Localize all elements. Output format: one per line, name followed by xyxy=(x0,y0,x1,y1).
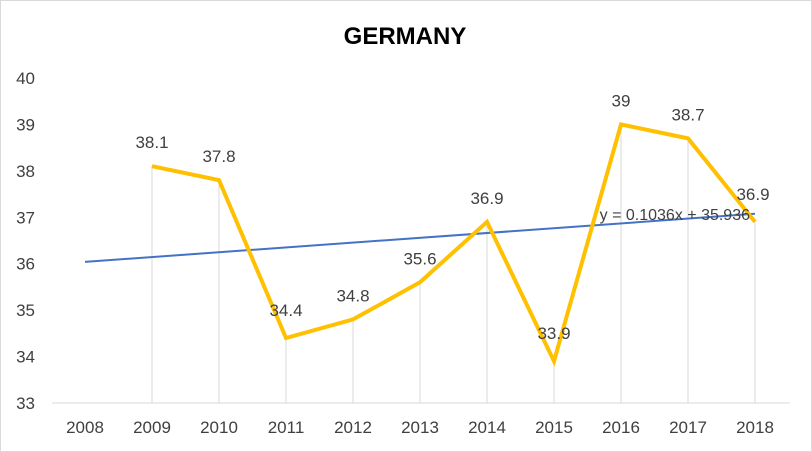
data-label: 38.1 xyxy=(135,133,168,152)
y-tick-label: 35 xyxy=(16,301,35,320)
x-tick-label: 2010 xyxy=(200,418,238,437)
data-label: 36.9 xyxy=(736,185,769,204)
data-label: 35.6 xyxy=(403,249,436,268)
data-label: 37.8 xyxy=(202,147,235,166)
x-tick-label: 2013 xyxy=(401,418,439,437)
data-label: 34.8 xyxy=(336,286,369,305)
x-tick-label: 2009 xyxy=(133,418,171,437)
y-tick-label: 33 xyxy=(16,394,35,413)
y-tick-label: 36 xyxy=(16,255,35,274)
chart-title: GERMANY xyxy=(344,23,467,50)
x-tick-label: 2008 xyxy=(66,418,104,437)
series-line xyxy=(151,122,757,367)
trendline xyxy=(84,212,756,263)
x-tick-label: 2018 xyxy=(736,418,774,437)
y-tick-label: 37 xyxy=(16,208,35,227)
data-labels: 38.1 37.8 34.4 34.8 35.6 36.9 33.9 39 38.7 36.9 xyxy=(135,91,769,343)
data-label: 36.9 xyxy=(470,189,503,208)
trendline-equation: y = 0.1036x + 35.936 xyxy=(600,207,750,224)
x-tick-label: 2014 xyxy=(468,418,506,437)
data-label: 39 xyxy=(612,91,631,110)
data-label: 33.9 xyxy=(537,324,570,343)
x-tick-label: 2015 xyxy=(535,418,573,437)
data-label: 34.4 xyxy=(269,301,302,320)
x-tick-label: 2016 xyxy=(602,418,640,437)
y-axis: 33 34 35 36 37 38 39 40 xyxy=(16,69,35,413)
y-tick-label: 38 xyxy=(16,162,35,181)
x-tick-label: 2012 xyxy=(334,418,372,437)
x-tick-label: 2017 xyxy=(669,418,707,437)
x-tick-label: 2011 xyxy=(268,418,305,437)
drop-lines xyxy=(151,124,756,403)
y-tick-label: 34 xyxy=(16,348,35,367)
y-tick-label: 39 xyxy=(16,115,35,134)
data-label: 38.7 xyxy=(671,105,704,124)
x-axis: 2008 2009 2010 2011 2012 2013 2014 2015 2016 2017… xyxy=(66,418,774,437)
y-tick-label: 40 xyxy=(16,69,35,88)
